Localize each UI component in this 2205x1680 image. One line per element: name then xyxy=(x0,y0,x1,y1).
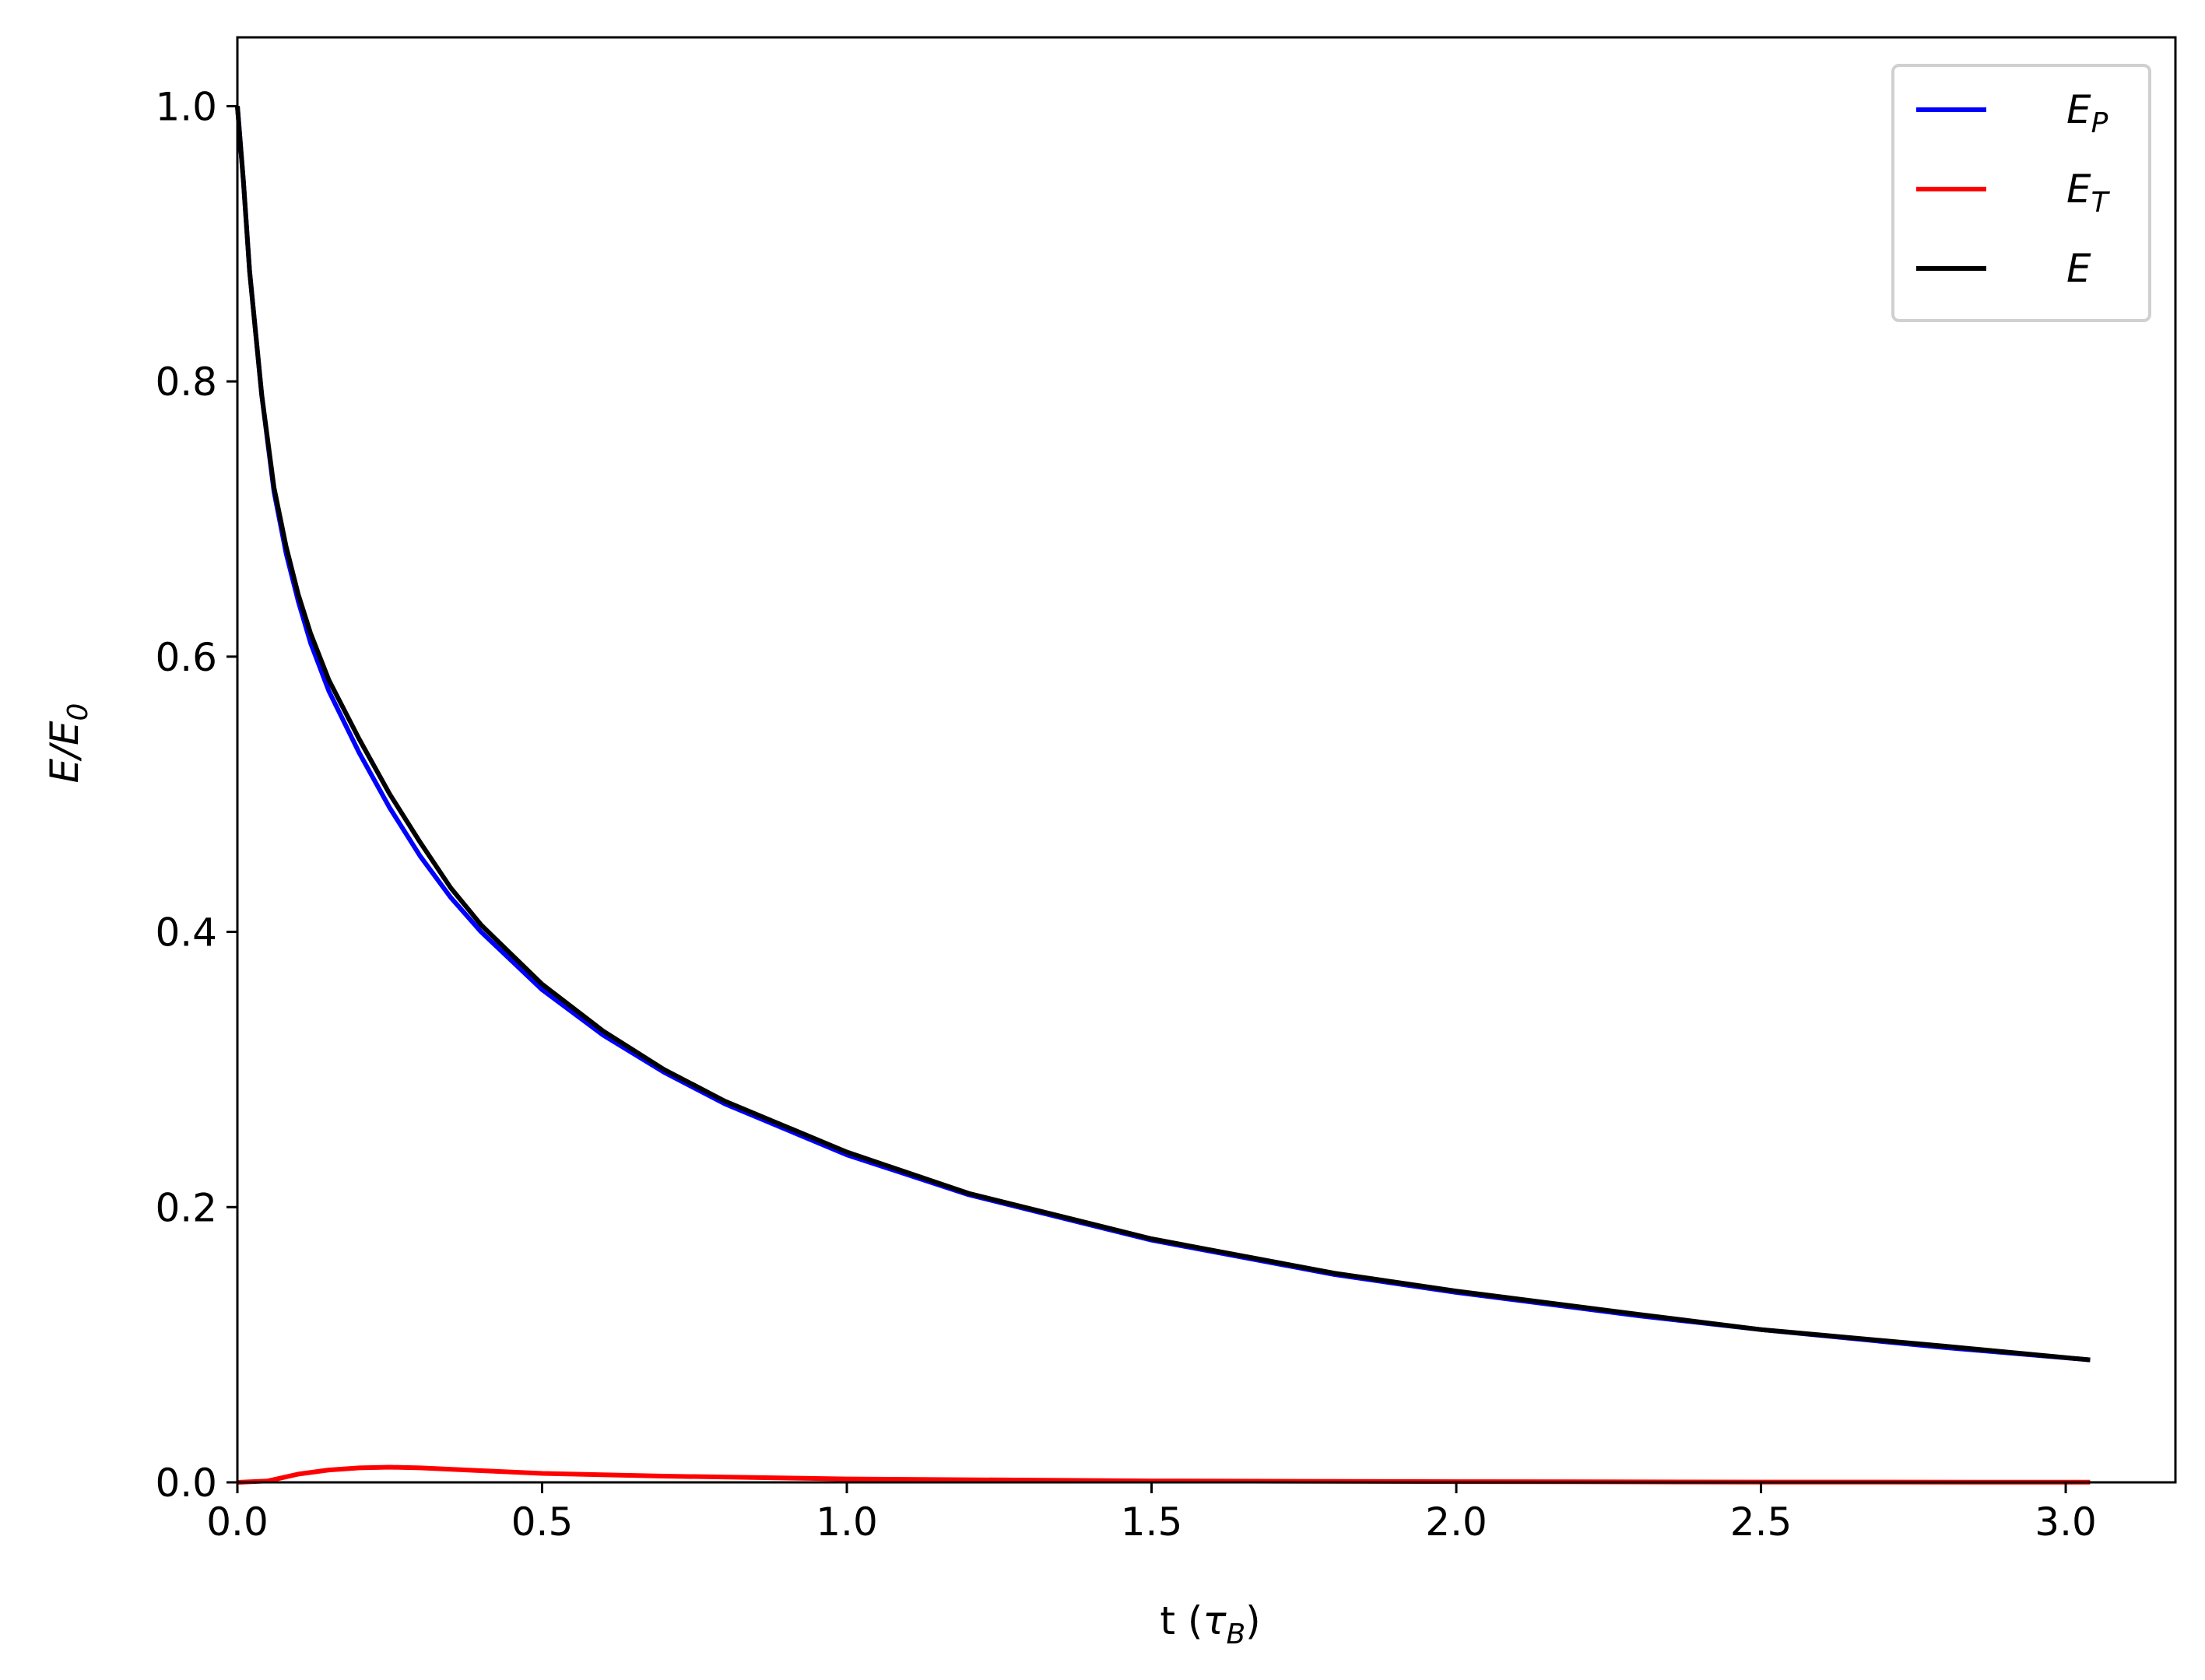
axes-frame xyxy=(236,36,2177,1484)
x-tick-label: 0.5 xyxy=(511,1499,574,1545)
x-tick-label: 1.5 xyxy=(1121,1499,1183,1545)
svg-text:E: E xyxy=(2066,246,2091,291)
x-axis-label: t (τB) xyxy=(1160,1598,1260,1650)
legend-label-ep-sub: P xyxy=(2091,107,2108,139)
plot-area xyxy=(235,106,2091,1485)
x-tick-label: 3.0 xyxy=(2035,1499,2097,1545)
x-tick-label: 2.5 xyxy=(1730,1499,1792,1545)
x-tick-label: 1.0 xyxy=(816,1499,878,1545)
legend-label-et: E xyxy=(2066,167,2091,212)
y-axis-label: E/E0 xyxy=(42,703,94,784)
legend-label-e: E xyxy=(2066,246,2091,291)
series-line-ep xyxy=(235,106,2091,1363)
y-tick-label: 0.8 xyxy=(155,359,217,405)
svg-text:EP: EP xyxy=(2066,87,2108,139)
legend-entry-ep: EP xyxy=(1916,87,2108,139)
legend-label-ep: E xyxy=(2066,87,2091,132)
y-tick-label: 0.4 xyxy=(155,910,217,956)
y-tick-label: 0.0 xyxy=(155,1461,217,1506)
series-line-et xyxy=(237,1464,2091,1485)
x-axis-ticks: 0.0 0.5 1.0 1.5 2.0 2.5 3.0 xyxy=(206,1482,2097,1545)
y-axis-ticks: 0.0 0.2 0.4 0.6 0.8 1.0 xyxy=(155,84,237,1506)
y-tick-label: 1.0 xyxy=(155,84,217,129)
x-tick-label: 0.0 xyxy=(206,1499,269,1545)
axes-border xyxy=(236,36,2177,1484)
x-tick-label: 2.0 xyxy=(1425,1499,1487,1545)
legend-box xyxy=(1891,64,2151,322)
legend: EP ET E xyxy=(1891,64,2151,322)
y-tick-label: 0.6 xyxy=(155,635,217,680)
legend-entry-et: ET xyxy=(1916,167,2111,219)
legend-entry-e: E xyxy=(1916,246,2091,291)
series-line-e xyxy=(235,106,2091,1363)
legend-label-et-sub: T xyxy=(2091,187,2111,219)
y-tick-label: 0.2 xyxy=(155,1185,217,1230)
svg-text:ET: ET xyxy=(2066,167,2111,219)
